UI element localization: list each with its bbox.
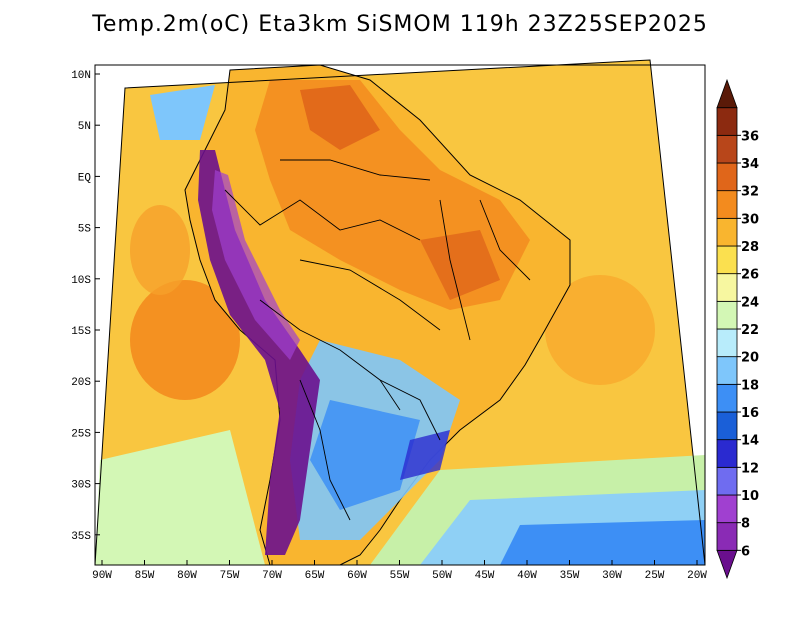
- lon-label: 35W: [560, 570, 580, 582]
- colorbar-label: 24: [741, 295, 759, 310]
- colorbar-label: 26: [741, 268, 759, 283]
- lat-label: 35S: [71, 531, 91, 543]
- colorbar-label: 36: [741, 129, 759, 144]
- colorbar-segment: [716, 411, 738, 441]
- lon-label: 20W: [687, 570, 707, 582]
- lat-label: 5S: [78, 224, 92, 236]
- lon-label: 40W: [517, 570, 537, 582]
- colorbar-segment: [716, 466, 738, 496]
- lon-label: 90W: [92, 570, 112, 582]
- colorbar-label: 28: [741, 240, 759, 255]
- lat-label: 25S: [71, 428, 91, 440]
- lat-label: 30S: [71, 480, 91, 492]
- colorbar-segment: [716, 328, 738, 358]
- lon-label: 60W: [347, 570, 367, 582]
- colorbar-label: 8: [741, 517, 750, 532]
- colorbar-segment: [716, 549, 738, 580]
- colorbar-label: 20: [741, 351, 759, 366]
- lon-label: 75W: [220, 570, 240, 582]
- lon-label: 25W: [645, 570, 665, 582]
- lon-label: 85W: [135, 570, 155, 582]
- lon-label: 55W: [390, 570, 410, 582]
- latitude-axis: 10N 5N EQ 5S 10S 15S 20S 25S 30S 35S: [71, 70, 100, 543]
- colorbar-segment: [716, 217, 738, 247]
- colorbar-segment: [716, 383, 738, 413]
- colorbar-label: 10: [741, 489, 759, 504]
- lon-label: 45W: [475, 570, 495, 582]
- colorbar-segment: [716, 522, 738, 551]
- colorbar-segment: [716, 78, 738, 109]
- colorbar-label: 34: [741, 157, 759, 172]
- lat-label: 15S: [71, 326, 91, 338]
- colorbar-label: 14: [741, 434, 759, 449]
- colorbar-segment: [716, 439, 738, 468]
- lat-label: EQ: [78, 172, 92, 184]
- lon-label: 70W: [262, 570, 282, 582]
- colorbar-label: 30: [741, 212, 759, 227]
- colorbar-label: 32: [741, 185, 759, 200]
- colorbar-label: 6: [741, 544, 750, 559]
- colorbar-segment: [716, 245, 738, 275]
- lat-label: 5N: [78, 121, 91, 133]
- country-borders: [224, 159, 531, 521]
- colorbar-label: 18: [741, 378, 759, 393]
- colorbar-segment: [716, 190, 738, 219]
- colorbar-segment: [716, 107, 738, 136]
- colorbar-label: 22: [741, 323, 759, 338]
- lat-label: 10S: [71, 275, 91, 287]
- colorbar-segment: [716, 300, 738, 330]
- lon-label: 30W: [602, 570, 622, 582]
- lon-label: 65W: [305, 570, 325, 582]
- lat-label: 10N: [71, 70, 91, 82]
- colorbar-segment: [716, 273, 738, 302]
- colorbar-segment: [716, 134, 738, 164]
- longitude-axis: 90W 85W 80W 75W 70W 65W 60W 55W 50W 45W 40W 35W 30W 2…: [92, 560, 707, 582]
- colorbar-segment: [716, 356, 738, 385]
- map-title: Temp.2m(oC) Eta3km SiSMOM 119h 23Z25SEP2…: [92, 12, 708, 37]
- lon-label: 80W: [177, 570, 197, 582]
- colorbar-segment: [716, 494, 738, 524]
- lat-label: 20S: [71, 377, 91, 389]
- colorbar-label: 12: [741, 461, 759, 476]
- colorbar: 6 8 10 12 14 16 18 20 22 24 26 28 30 32 34 36: [716, 78, 759, 580]
- colorbar-label: 16: [741, 406, 759, 421]
- lon-label: 50W: [432, 570, 452, 582]
- colorbar-segment: [716, 162, 738, 192]
